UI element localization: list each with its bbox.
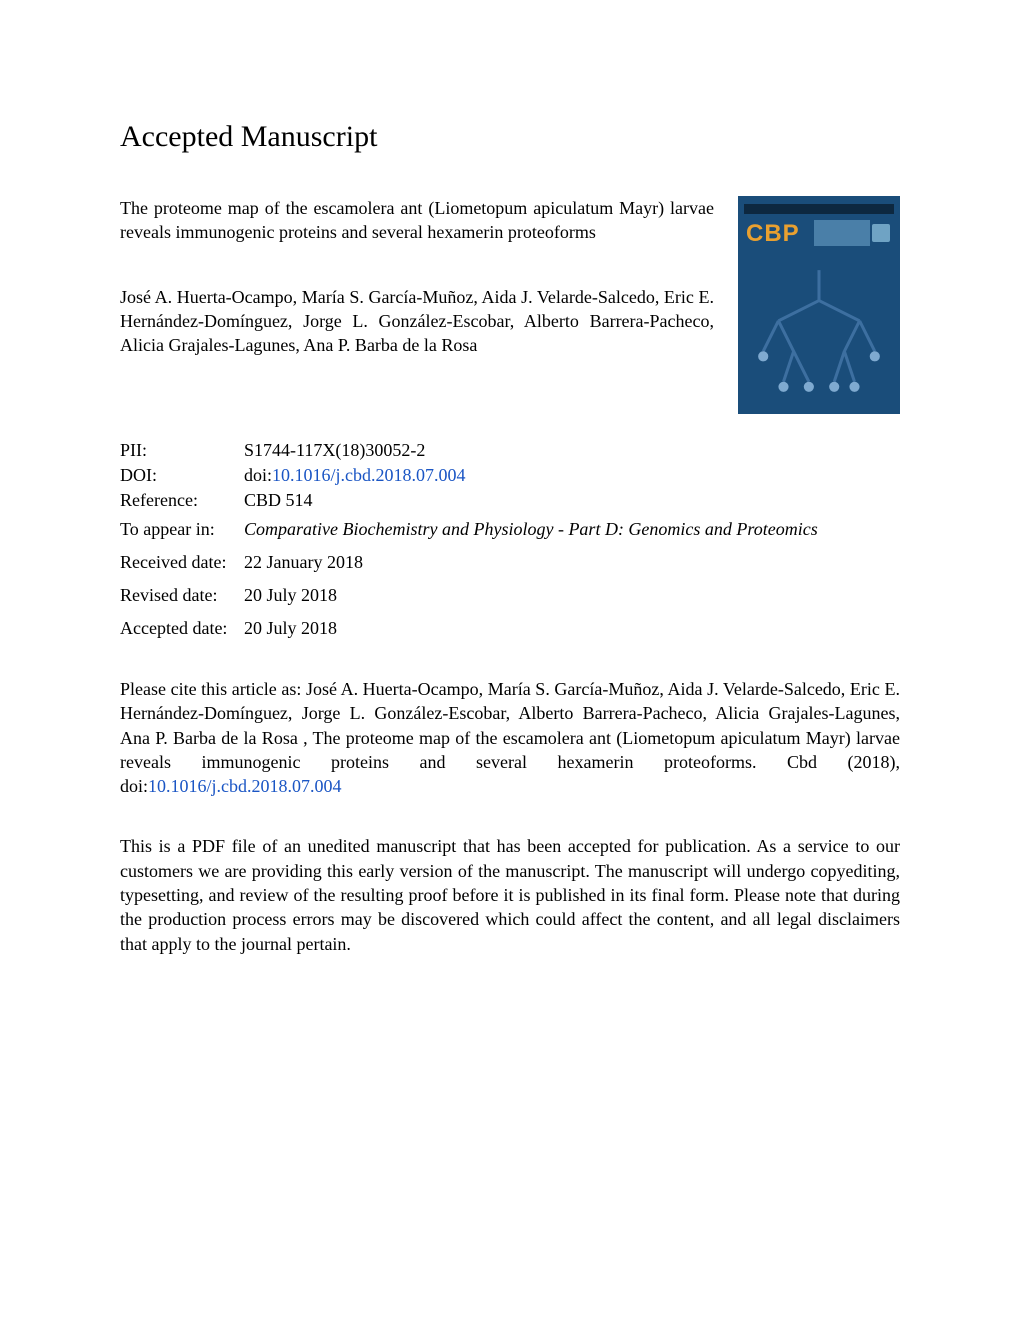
cover-phylo-tree [748, 258, 890, 404]
reference-row: Reference: CBD 514 [120, 488, 818, 513]
tree-icon [748, 258, 890, 404]
metadata-table: PII: S1744-117X(18)30052-2 DOI: doi:10.1… [120, 438, 818, 645]
journal-logo: CBP [746, 220, 800, 248]
accepted-row: Accepted date: 20 July 2018 [120, 612, 818, 645]
reference-label: Reference: [120, 488, 244, 513]
received-value: 22 January 2018 [244, 546, 818, 579]
authors-list: José A. Huerta-Ocampo, María S. García-M… [120, 285, 714, 358]
revised-row: Revised date: 20 July 2018 [120, 579, 818, 612]
pii-value: S1744-117X(18)30052-2 [244, 438, 818, 463]
cover-accent-dot [872, 224, 890, 242]
appear-row: To appear in: Comparative Biochemistry a… [120, 513, 818, 546]
page-heading: Accepted Manuscript [120, 120, 900, 154]
received-row: Received date: 22 January 2018 [120, 546, 818, 579]
doi-link[interactable]: 10.1016/j.cbd.2018.07.004 [272, 465, 466, 485]
reference-value: CBD 514 [244, 488, 818, 513]
appear-value: Comparative Biochemistry and Physiology … [244, 513, 818, 546]
pii-label: PII: [120, 438, 244, 463]
article-title: The proteome map of the escamolera ant (… [120, 196, 714, 245]
doi-row: DOI: doi:10.1016/j.cbd.2018.07.004 [120, 463, 818, 488]
received-label: Received date: [120, 546, 244, 579]
doi-label: DOI: [120, 463, 244, 488]
title-author-block: The proteome map of the escamolera ant (… [120, 196, 714, 357]
revised-value: 20 July 2018 [244, 579, 818, 612]
disclaimer-text: This is a PDF file of an unedited manusc… [120, 834, 900, 955]
revised-label: Revised date: [120, 579, 244, 612]
cover-accent-box [814, 220, 870, 246]
citation-block: Please cite this article as: José A. Hue… [120, 677, 900, 798]
doi-prefix: doi: [244, 465, 272, 485]
journal-cover: CBP [738, 196, 900, 414]
pii-row: PII: S1744-117X(18)30052-2 [120, 438, 818, 463]
accepted-label: Accepted date: [120, 612, 244, 645]
citation-doi-link[interactable]: 10.1016/j.cbd.2018.07.004 [148, 776, 342, 796]
accepted-value: 20 July 2018 [244, 612, 818, 645]
cover-header-bar [744, 204, 894, 214]
manuscript-page: Accepted Manuscript The proteome map of … [0, 0, 1020, 1016]
doi-value: doi:10.1016/j.cbd.2018.07.004 [244, 463, 818, 488]
appear-label: To appear in: [120, 513, 244, 546]
header-row: The proteome map of the escamolera ant (… [120, 196, 900, 414]
